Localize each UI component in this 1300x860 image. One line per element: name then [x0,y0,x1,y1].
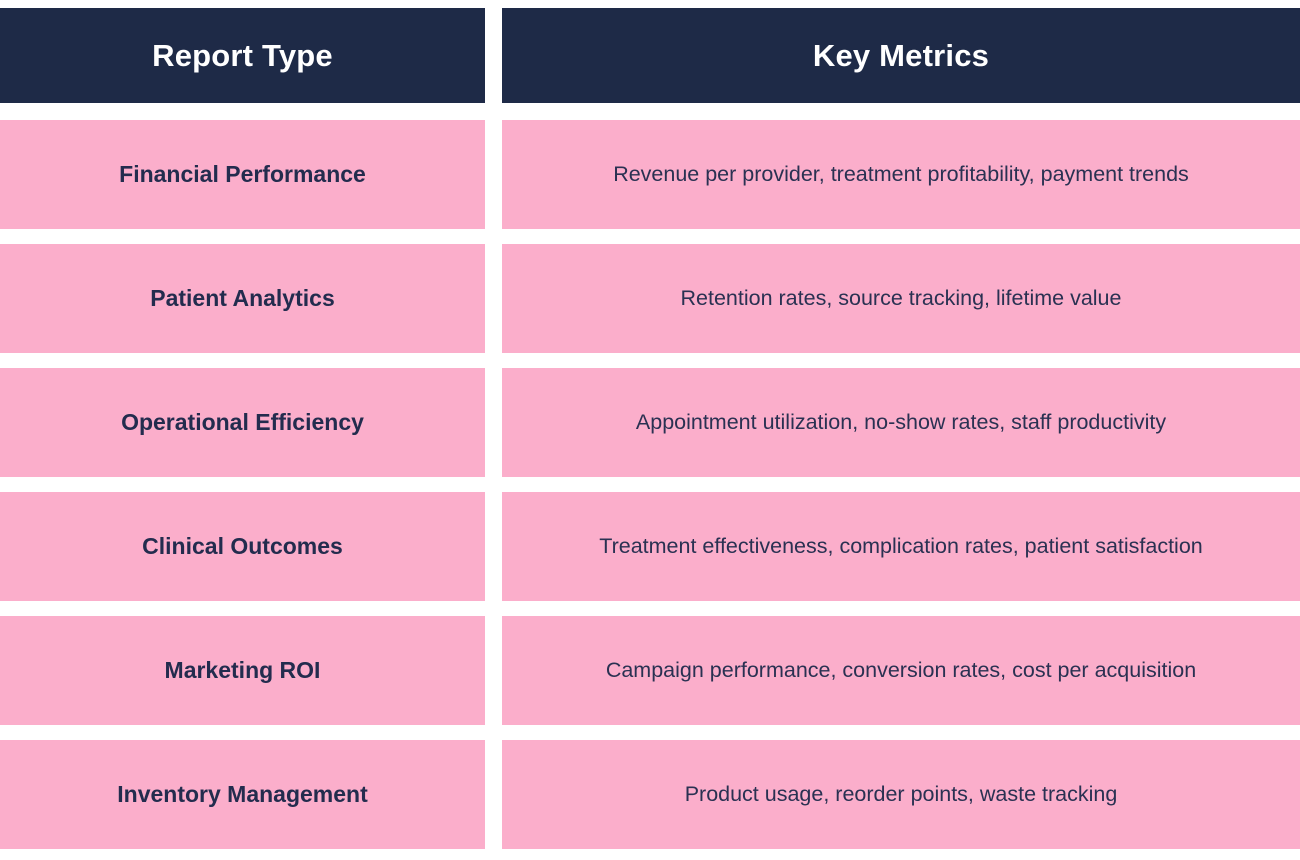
table-row-metrics: Revenue per provider, treatment profitab… [502,120,1300,229]
table-row-type: Inventory Management [0,740,485,849]
table-row-type: Operational Efficiency [0,368,485,477]
table-row-metrics: Appointment utilization, no-show rates, … [502,368,1300,477]
table-row-metrics: Campaign performance, conversion rates, … [502,616,1300,725]
table-row-metrics: Product usage, reorder points, waste tra… [502,740,1300,849]
report-types-table: Report Type Key Metrics Financial Perfor… [0,8,1300,849]
table-row-type: Patient Analytics [0,244,485,353]
table-row-metrics: Treatment effectiveness, complication ra… [502,492,1300,601]
column-header-key-metrics: Key Metrics [502,8,1300,103]
table-row-type: Clinical Outcomes [0,492,485,601]
table-row-type: Marketing ROI [0,616,485,725]
column-header-report-type: Report Type [0,8,485,103]
table-row-type: Financial Performance [0,120,485,229]
table-row-metrics: Retention rates, source tracking, lifeti… [502,244,1300,353]
